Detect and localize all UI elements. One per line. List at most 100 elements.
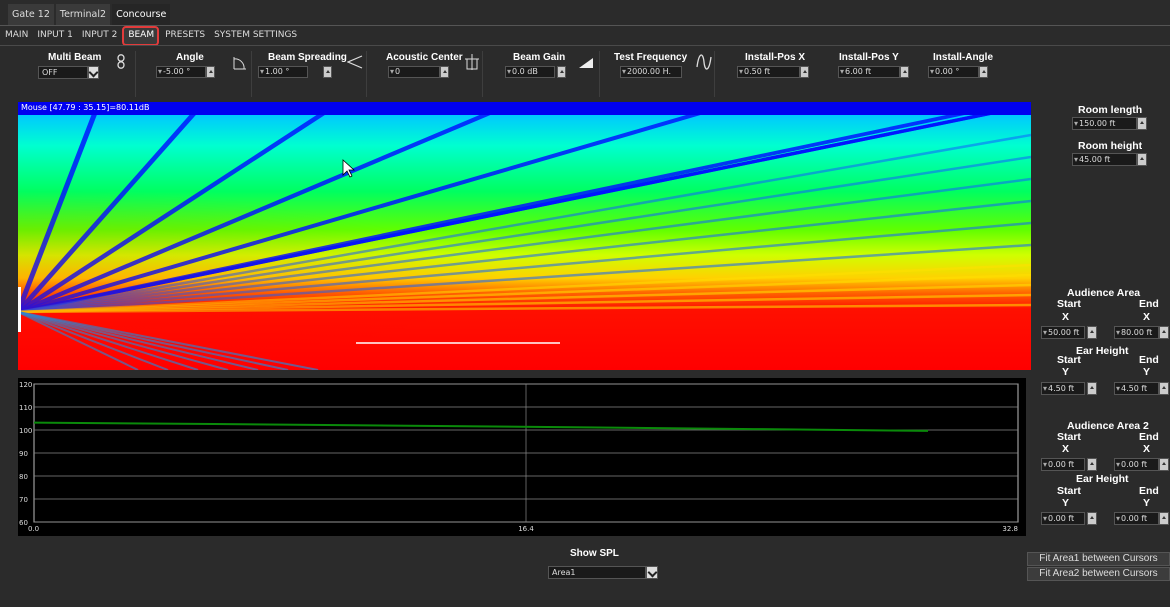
install-pos-y-up-button[interactable] bbox=[900, 66, 909, 78]
audience2-end-x-up-button[interactable] bbox=[1159, 458, 1169, 471]
tab-main[interactable]: MAIN bbox=[5, 30, 29, 40]
beam-spreading-value: 1.00 ° bbox=[265, 67, 290, 76]
beam-spreading-label: Beam Spreading bbox=[268, 52, 347, 63]
divider bbox=[0, 25, 1170, 26]
room-height-spinbox[interactable]: ▾45.00 ft bbox=[1072, 153, 1137, 166]
audience2-start-x-up-button[interactable] bbox=[1087, 458, 1097, 471]
install-pos-x-value: 0.50 ft bbox=[744, 67, 771, 76]
y-tick-label: 60 bbox=[19, 519, 28, 527]
section-tab-bar: MAIN INPUT 1 INPUT 2 BEAM PRESETS SYSTEM… bbox=[0, 26, 301, 46]
y-tick-label: 70 bbox=[19, 496, 28, 504]
beam-simulation-view[interactable]: Mouse [47.79 : 35.15]=80.11dB bbox=[18, 102, 1031, 370]
ear2-start-y-up-button[interactable] bbox=[1087, 512, 1097, 525]
spin-down-icon[interactable]: ▾ bbox=[739, 67, 744, 76]
beam-gain-panel: Beam Gain ▾0.0 dB bbox=[483, 51, 600, 97]
audience2-start-x-value: 0.00 ft bbox=[1048, 460, 1075, 469]
spin-down-icon[interactable]: ▾ bbox=[930, 67, 935, 76]
install-pos-y-panel: Install-Pos Y ▾6.00 ft bbox=[815, 51, 915, 97]
room-length-up-button[interactable] bbox=[1137, 117, 1147, 130]
spin-down-icon[interactable]: ▾ bbox=[1116, 460, 1121, 469]
spl-heatmap[interactable] bbox=[18, 115, 1031, 370]
test-frequency-panel: Test Frequency ▾2000.00 H. bbox=[600, 51, 715, 97]
fit-area2-button[interactable]: Fit Area2 between Cursors bbox=[1027, 567, 1170, 581]
ear-end-y-spinbox[interactable]: ▾4.50 ft bbox=[1114, 382, 1159, 395]
beam-spreading-up-button[interactable] bbox=[323, 66, 332, 78]
room-height-value: 45.00 ft bbox=[1079, 155, 1111, 164]
tab-beam[interactable]: BEAM bbox=[122, 26, 160, 46]
audience-start-x-label: X bbox=[1062, 311, 1070, 323]
ear2-start-y-spinbox[interactable]: ▾0.00 ft bbox=[1041, 512, 1085, 525]
room-length-spinbox[interactable]: ▾150.00 ft bbox=[1072, 117, 1137, 130]
ear-end-y-up-button[interactable] bbox=[1159, 382, 1169, 395]
install-pos-x-spinbox[interactable]: ▾0.50 ft bbox=[737, 66, 800, 78]
tab-concourse[interactable]: Concourse bbox=[112, 4, 171, 25]
test-frequency-spinbox[interactable]: ▾2000.00 H. bbox=[620, 66, 682, 78]
audience-start-x-spinbox[interactable]: ▾50.00 ft bbox=[1041, 326, 1085, 339]
tab-gate-12[interactable]: Gate 12 bbox=[8, 4, 54, 25]
spin-down-icon[interactable]: ▾ bbox=[1043, 328, 1048, 337]
acoustic-center-spinbox[interactable]: ▾0 bbox=[388, 66, 440, 78]
spin-down-icon[interactable]: ▾ bbox=[1116, 514, 1121, 523]
install-pos-x-up-button[interactable] bbox=[800, 66, 809, 78]
room-height-up-button[interactable] bbox=[1137, 153, 1147, 166]
angle-spinbox[interactable]: ▾-5.00 ° bbox=[156, 66, 206, 78]
ear-start-y-up-button[interactable] bbox=[1087, 382, 1097, 395]
spin-down-icon[interactable]: ▾ bbox=[622, 67, 627, 76]
audience-end-x-spinbox[interactable]: ▾80.00 ft bbox=[1114, 326, 1159, 339]
install-angle-value: 0.00 ° bbox=[935, 67, 960, 76]
spin-down-icon[interactable]: ▾ bbox=[1074, 119, 1079, 128]
tab-presets[interactable]: PRESETS bbox=[165, 30, 206, 40]
tab-input-2[interactable]: INPUT 2 bbox=[81, 30, 118, 40]
spin-down-icon[interactable]: ▾ bbox=[1116, 328, 1121, 337]
room-length-label: Room length bbox=[1078, 104, 1143, 116]
spin-down-icon[interactable]: ▾ bbox=[840, 67, 845, 76]
room-length-value: 150.00 ft bbox=[1079, 119, 1116, 128]
audience-area-title: Audience Area bbox=[1067, 287, 1141, 299]
tab-input-1[interactable]: INPUT 1 bbox=[37, 30, 73, 40]
spin-down-icon[interactable]: ▾ bbox=[260, 67, 265, 76]
ear2-end-y-up-button[interactable] bbox=[1159, 512, 1169, 525]
graph-ticks: 60 70 80 90 100 110 120 0.0 16.4 32.8 bbox=[19, 381, 1018, 533]
show-spl-select[interactable]: Area1 bbox=[548, 566, 646, 579]
beam-gain-spinbox[interactable]: ▾0.0 dB bbox=[505, 66, 555, 78]
tab-system-settings[interactable]: SYSTEM SETTINGS bbox=[214, 30, 298, 40]
spin-down-icon[interactable]: ▾ bbox=[1074, 155, 1079, 164]
spl-series-line bbox=[33, 421, 929, 432]
audience-end-x-up-button[interactable] bbox=[1159, 326, 1169, 339]
audience2-start-x-label: X bbox=[1062, 443, 1070, 455]
tab-terminal2[interactable]: Terminal2 bbox=[55, 4, 111, 25]
install-pos-y-spinbox[interactable]: ▾6.00 ft bbox=[838, 66, 900, 78]
beam-spreading-panel: Beam Spreading ▾1.00 ° bbox=[252, 51, 367, 97]
spin-down-icon[interactable]: ▾ bbox=[1043, 460, 1048, 469]
acoustic-center-up-button[interactable] bbox=[440, 66, 449, 78]
multi-beam-select[interactable]: OFF bbox=[38, 66, 88, 79]
spin-down-icon[interactable]: ▾ bbox=[158, 67, 163, 76]
install-angle-spinbox[interactable]: ▾0.00 ° bbox=[928, 66, 979, 78]
show-spl-label: Show SPL bbox=[570, 548, 619, 559]
chevron-down-icon[interactable] bbox=[88, 66, 99, 79]
y-tick-label: 80 bbox=[19, 473, 28, 481]
install-angle-up-button[interactable] bbox=[979, 66, 988, 78]
angle-up-button[interactable] bbox=[206, 66, 215, 78]
beam-spreading-spinbox[interactable]: ▾1.00 ° bbox=[258, 66, 308, 78]
sine-wave-icon bbox=[696, 54, 712, 70]
audience2-start-x-spinbox[interactable]: ▾0.00 ft bbox=[1041, 458, 1085, 471]
chevron-down-icon[interactable] bbox=[646, 566, 658, 579]
spin-down-icon[interactable]: ▾ bbox=[390, 67, 395, 76]
spin-down-icon[interactable]: ▾ bbox=[1043, 514, 1048, 523]
ear2-end-y-label: Y bbox=[1143, 497, 1151, 509]
ear2-start-label: Start bbox=[1057, 485, 1081, 497]
ear-start-y-spinbox[interactable]: ▾4.50 ft bbox=[1041, 382, 1085, 395]
spl-graph[interactable]: 60 70 80 90 100 110 120 0.0 16.4 32.8 bbox=[18, 378, 1026, 536]
audience-start-x-up-button[interactable] bbox=[1087, 326, 1097, 339]
ear-height-label: Ear Height bbox=[1076, 345, 1129, 357]
spin-down-icon[interactable]: ▾ bbox=[1116, 384, 1121, 393]
fit-area1-button[interactable]: Fit Area1 between Cursors bbox=[1027, 552, 1170, 566]
beam-gain-label: Beam Gain bbox=[513, 52, 566, 63]
spin-down-icon[interactable]: ▾ bbox=[1043, 384, 1048, 393]
spin-down-icon[interactable]: ▾ bbox=[507, 67, 512, 76]
ear2-end-y-spinbox[interactable]: ▾0.00 ft bbox=[1114, 512, 1159, 525]
angle-value: -5.00 ° bbox=[163, 67, 191, 76]
audience2-end-x-spinbox[interactable]: ▾0.00 ft bbox=[1114, 458, 1159, 471]
beam-gain-up-button[interactable] bbox=[557, 66, 566, 78]
